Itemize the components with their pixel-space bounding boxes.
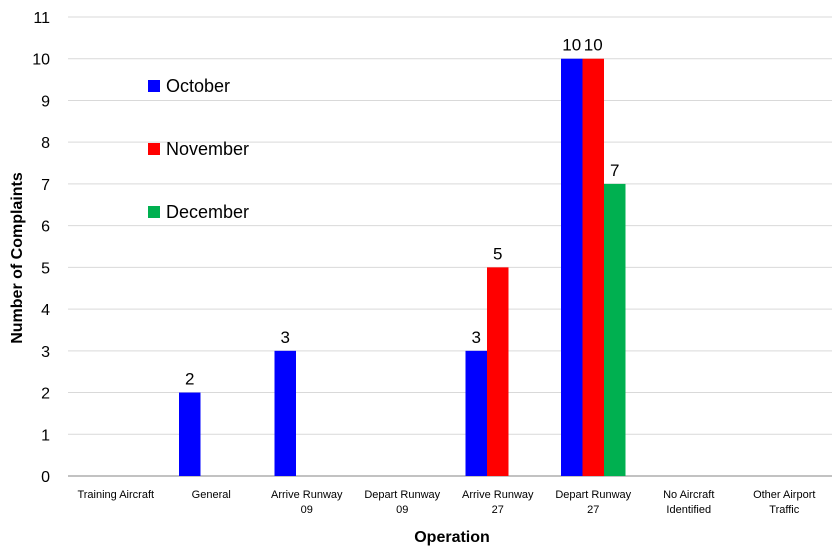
x-tick-label: 09 [396,504,408,516]
y-tick-label: 2 [41,386,50,403]
y-tick-label: 10 [32,52,50,69]
x-tick-label: 09 [301,504,313,516]
x-tick-label: Arrive Runway [271,489,343,501]
x-tick-label: No Aircraft [663,489,714,501]
data-label: 5 [493,244,502,263]
data-label: 7 [610,161,619,180]
legend-label: October [166,76,230,96]
bar-october [561,58,583,477]
legend-label: November [166,139,249,159]
legend-label: December [166,202,249,222]
x-tick-label: Arrive Runway [462,489,534,501]
bar-november [582,58,604,477]
data-label: 3 [472,328,481,347]
x-tick-label: 27 [492,504,504,516]
x-axis-label: Operation [414,529,490,546]
y-tick-label: 9 [41,93,50,110]
x-tick-label: Other Airport [753,489,815,501]
y-axis-ticks: 0 1 2 3 4 5 6 7 8 9 10 11 [32,10,50,486]
y-tick-label: 8 [41,135,50,152]
y-tick-label: 3 [41,344,50,361]
data-labels: 2 3 3 10 5 10 7 [185,36,619,389]
bar-october [179,392,201,476]
x-tick-label: General [192,489,231,501]
data-label: 10 [562,36,581,55]
data-label: 3 [281,328,290,347]
y-tick-label: 5 [41,260,50,277]
x-tick-label: Identified [666,504,711,516]
x-axis-ticks: Training Aircraft General Arrive Runway 09 D… [77,489,815,516]
x-tick-label: Depart Runway [555,489,631,501]
bar-october [274,350,296,476]
data-label: 10 [584,36,603,55]
legend: October November December [148,76,249,222]
bar-november [487,267,509,476]
x-tick-label: 27 [587,504,599,516]
y-tick-label: 11 [33,10,50,27]
bar-december [604,183,626,476]
x-tick-label: Traffic [769,504,799,516]
legend-swatch [148,206,160,218]
y-tick-label: 6 [41,219,50,236]
y-tick-label: 0 [41,469,50,486]
legend-swatch [148,143,160,155]
bars [179,58,626,477]
y-tick-label: 1 [41,427,50,444]
x-tick-label: Depart Runway [364,489,440,501]
legend-swatch [148,80,160,92]
data-label: 2 [185,370,194,389]
bar-october [465,350,487,476]
x-tick-label: Training Aircraft [77,489,154,501]
y-tick-label: 7 [41,177,50,194]
y-axis-label: Number of Complaints [9,172,26,344]
y-tick-label: 4 [41,302,50,319]
